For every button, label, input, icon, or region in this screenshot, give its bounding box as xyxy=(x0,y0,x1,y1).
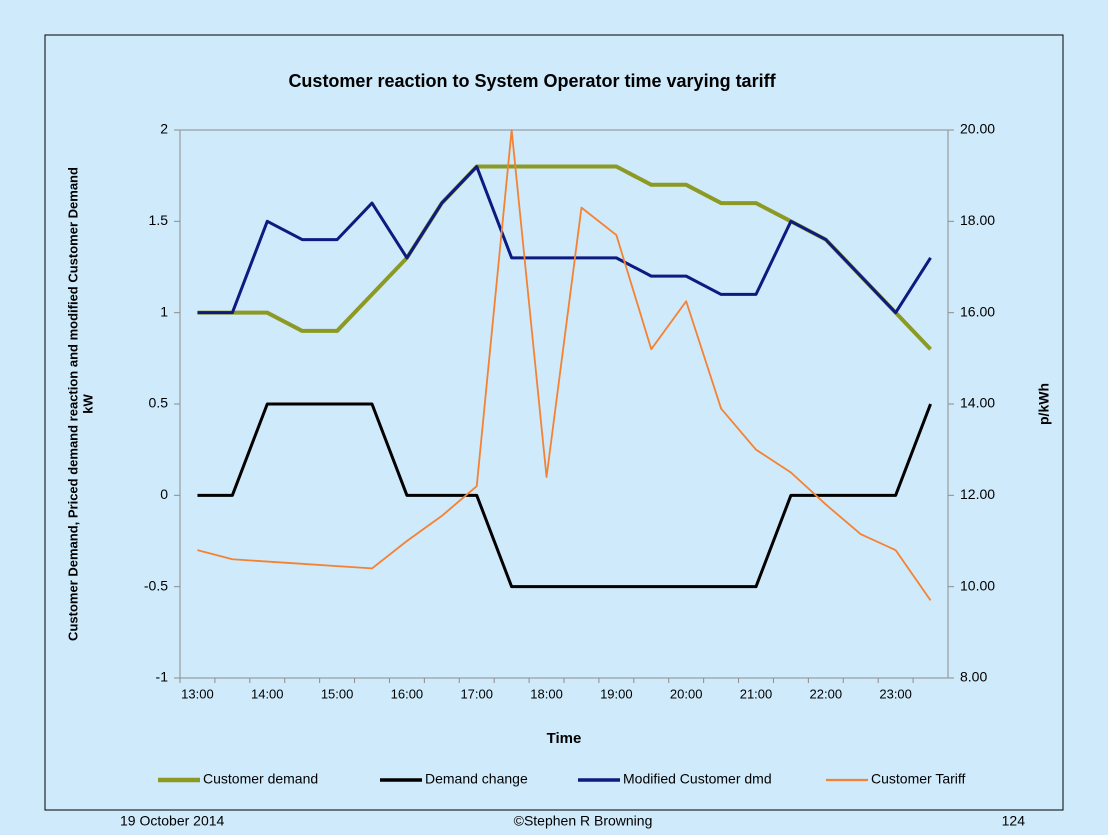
series-line xyxy=(197,165,932,315)
y-tick-label: 0 xyxy=(160,486,168,502)
y2-tick-label: 20.00 xyxy=(960,121,995,137)
y-tick-label: 1 xyxy=(160,303,168,319)
y-tick-label: 0.5 xyxy=(149,395,169,411)
x-tick-label: 14:00 xyxy=(251,686,284,701)
y-tick-label: 1.5 xyxy=(149,212,169,228)
y-axis-label: kW xyxy=(80,394,95,414)
x-tick-label: 15:00 xyxy=(321,686,354,701)
y-tick-label: -0.5 xyxy=(144,577,168,593)
x-tick-label: 17:00 xyxy=(460,686,493,701)
legend-label: Demand change xyxy=(425,771,528,787)
x-tick-label: 19:00 xyxy=(600,686,633,701)
y2-tick-label: 14.00 xyxy=(960,395,995,411)
x-tick-label: 23:00 xyxy=(879,686,912,701)
y-axis-label: Customer Demand, Priced demand reaction … xyxy=(65,167,80,641)
y2-axis-label: p/kWh xyxy=(1036,383,1052,425)
y2-tick-label: 8.00 xyxy=(960,669,987,685)
y2-tick-label: 12.00 xyxy=(960,486,995,502)
footer-date: 19 October 2014 xyxy=(120,813,225,829)
legend-label: Modified Customer dmd xyxy=(623,771,772,787)
chart-title: Customer reaction to System Operator tim… xyxy=(288,71,776,91)
x-tick-label: 16:00 xyxy=(391,686,424,701)
x-tick-label: 18:00 xyxy=(530,686,563,701)
footer-page: 124 xyxy=(1002,813,1026,829)
y2-tick-label: 16.00 xyxy=(960,303,995,319)
x-tick-label: 22:00 xyxy=(810,686,843,701)
chart-frame xyxy=(44,34,1064,811)
footer-author: ©Stephen R Browning xyxy=(514,813,653,829)
series-line xyxy=(197,129,932,601)
x-tick-label: 13:00 xyxy=(181,686,214,701)
y-tick-label: 2 xyxy=(160,121,168,137)
legend-label: Customer Tariff xyxy=(871,771,966,787)
x-tick-label: 20:00 xyxy=(670,686,703,701)
y-tick-label: -1 xyxy=(156,669,169,685)
legend-label: Customer demand xyxy=(203,771,318,787)
y2-tick-label: 10.00 xyxy=(960,577,995,593)
series-line xyxy=(197,402,932,589)
y2-tick-label: 18.00 xyxy=(960,212,995,228)
x-axis-label: Time xyxy=(547,730,582,747)
x-tick-label: 21:00 xyxy=(740,686,773,701)
